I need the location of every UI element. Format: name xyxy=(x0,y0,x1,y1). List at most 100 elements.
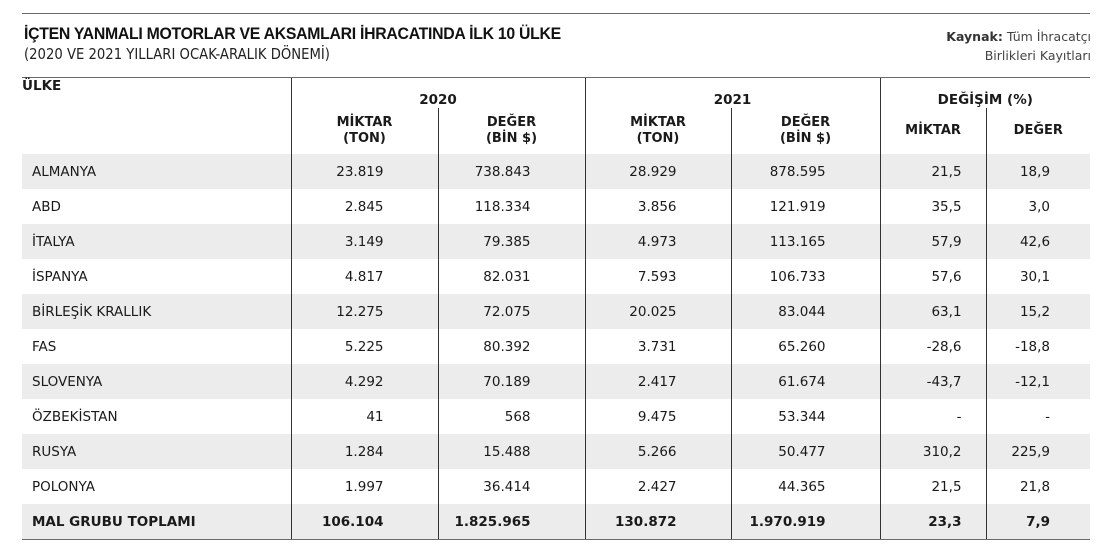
cell-value: -28,6 xyxy=(926,338,962,355)
cell-qty-2020: 4.817 xyxy=(290,259,438,294)
table-row: FAS 5.225 80.392 3.731 65.260 -28,6 -18,8 xyxy=(22,329,1091,364)
cell-value: 30,1 xyxy=(1019,268,1051,285)
cell-qty-change: 310,2 xyxy=(879,434,987,469)
cell-val-change: 3,0 xyxy=(985,189,1091,224)
cell-country: İTALYA xyxy=(22,224,291,259)
source-note: Kaynak: Tüm İhracatçı Birlikleri Kayıtla… xyxy=(946,27,1091,65)
cell-val-2021: 44.365 xyxy=(730,469,881,504)
cell-val-change: 15,2 xyxy=(985,294,1091,329)
cell-qty-change: 57,9 xyxy=(879,224,987,259)
cell-val-2020: 70.189 xyxy=(437,364,586,399)
cell-value: 121.919 xyxy=(769,198,826,215)
cell-val-change: -12,1 xyxy=(985,364,1091,399)
cell-val-2020: 80.392 xyxy=(437,329,586,364)
cell-value: 7,9 xyxy=(1026,513,1051,530)
cell-val-2020: 36.414 xyxy=(437,469,586,504)
group-header-2021: 2021 xyxy=(584,77,881,108)
cell-value: 36.414 xyxy=(483,478,531,495)
cell-val-2020: 1.825.965 xyxy=(437,504,586,540)
cell-value: 79.385 xyxy=(483,233,531,250)
cell-qty-change: -43,7 xyxy=(879,364,987,399)
table-row: ABD 2.845 118.334 3.856 121.919 35,5 3,0 xyxy=(22,189,1091,224)
table-row: SLOVENYA 4.292 70.189 2.417 61.674 -43,7 -12,1 xyxy=(22,364,1091,399)
cell-qty-2021: 3.731 xyxy=(584,329,732,364)
table-row: ALMANYA 23.819 738.843 28.929 878.595 21,5 18,… xyxy=(22,154,1091,189)
cell-qty-change: -28,6 xyxy=(879,329,987,364)
cell-value: 21,5 xyxy=(931,478,962,495)
top-rule xyxy=(22,13,1090,14)
cell-qty-change: 21,5 xyxy=(879,154,987,189)
cell-qty-change: - xyxy=(879,399,987,434)
export-table: ÜLKE 2020 2021 DEĞİŞİM (%) MİKTAR (TON) D… xyxy=(22,77,1091,540)
cell-val-2021: 1.970.919 xyxy=(730,504,881,540)
cell-val-2020: 738.843 xyxy=(437,154,586,189)
cell-value: 106.733 xyxy=(769,268,826,285)
cell-country: İSPANYA xyxy=(32,268,88,285)
cell-value: - xyxy=(956,408,962,425)
group-header-change: DEĞİŞİM (%) xyxy=(879,77,1091,108)
cell-value: 18,9 xyxy=(1019,163,1051,180)
cell-qty-2020: 3.149 xyxy=(290,224,438,259)
cell-qty-change: 57,6 xyxy=(879,259,987,294)
cell-val-2021: 878.595 xyxy=(730,154,881,189)
cell-qty-2020: 12.275 xyxy=(290,294,438,329)
column-header-qty-2021: MİKTAR (TON) xyxy=(584,108,732,154)
cell-qty-2020: 5.225 xyxy=(290,329,438,364)
cell-value: 23.819 xyxy=(336,163,384,180)
cell-val-2021: 50.477 xyxy=(730,434,881,469)
cell-country: BİRLEŞİK KRALLIK xyxy=(22,294,291,329)
cell-val-2020: 568 xyxy=(437,399,586,434)
cell-val-2021: 61.674 xyxy=(730,364,881,399)
cell-qty-2020: 41 xyxy=(290,399,438,434)
cell-value: - xyxy=(1045,408,1051,425)
cell-value: 21,5 xyxy=(931,163,962,180)
cell-value: 310,2 xyxy=(922,443,962,460)
source-line-2: Birlikleri Kayıtları xyxy=(984,48,1091,63)
cell-value: 41 xyxy=(366,408,384,425)
cell-val-change: 21,8 xyxy=(985,469,1091,504)
cell-country: ÖZBEKİSTAN xyxy=(32,408,118,425)
cell-value: 106.104 xyxy=(322,513,384,530)
cell-val-2021: 121.919 xyxy=(730,189,881,224)
cell-qty-2021: 28.929 xyxy=(584,154,732,189)
source-label: Kaynak: xyxy=(946,29,1003,44)
cell-value: 23,3 xyxy=(928,513,962,530)
cell-val-change: 18,9 xyxy=(985,154,1091,189)
cell-value: 70.189 xyxy=(483,373,531,390)
header-line: DEĞER xyxy=(486,115,537,130)
cell-value: 57,6 xyxy=(931,268,962,285)
table-row: RUSYA 1.284 15.488 5.266 50.477 310,2 225,9 xyxy=(22,434,1091,469)
cell-qty-2020: 2.845 xyxy=(290,189,438,224)
table-body: ALMANYA 23.819 738.843 28.929 878.595 21,5 18,… xyxy=(22,154,1091,540)
cell-val-2021: 113.165 xyxy=(730,224,881,259)
header-line: (TON) xyxy=(636,131,680,146)
cell-country: FAS xyxy=(32,338,57,355)
cell-qty-2021: 4.973 xyxy=(584,224,732,259)
cell-value: -12,1 xyxy=(1015,373,1051,390)
column-header-qty-2020: MİKTAR (TON) xyxy=(290,108,438,154)
table-row: BİRLEŞİK KRALLIK 12.275 72.075 20.025 83.044… xyxy=(22,294,1091,329)
cell-country: SLOVENYA xyxy=(22,364,291,399)
cell-value: 2.845 xyxy=(344,198,384,215)
cell-val-2021: 83.044 xyxy=(730,294,881,329)
cell-value: 9.475 xyxy=(637,408,677,425)
cell-value: 57,9 xyxy=(931,233,962,250)
cell-qty-change: 63,1 xyxy=(879,294,987,329)
cell-qty-2021: 3.856 xyxy=(584,189,732,224)
cell-value: 130.872 xyxy=(615,513,677,530)
table-row: İTALYA 3.149 79.385 4.973 113.165 57,9 42,6 xyxy=(22,224,1091,259)
cell-value: 5.266 xyxy=(637,443,677,460)
header-line: (TON) xyxy=(343,131,386,146)
cell-qty-2021: 7.593 xyxy=(584,259,732,294)
cell-value: 113.165 xyxy=(769,233,826,250)
cell-value: 3.149 xyxy=(344,233,384,250)
column-header-value-change: DEĞER xyxy=(985,108,1091,154)
cell-val-2020: 15.488 xyxy=(437,434,586,469)
cell-value: 20.025 xyxy=(629,303,677,320)
cell-country: POLONYA xyxy=(32,478,95,495)
cell-value: 738.843 xyxy=(474,163,531,180)
cell-value: 3.731 xyxy=(637,338,677,355)
table-title: İÇTEN YANMALI MOTORLAR VE AKSAMLARI İHRA… xyxy=(24,24,561,43)
group-header-2020: 2020 xyxy=(290,77,586,108)
header-line: MİKTAR xyxy=(630,115,686,130)
